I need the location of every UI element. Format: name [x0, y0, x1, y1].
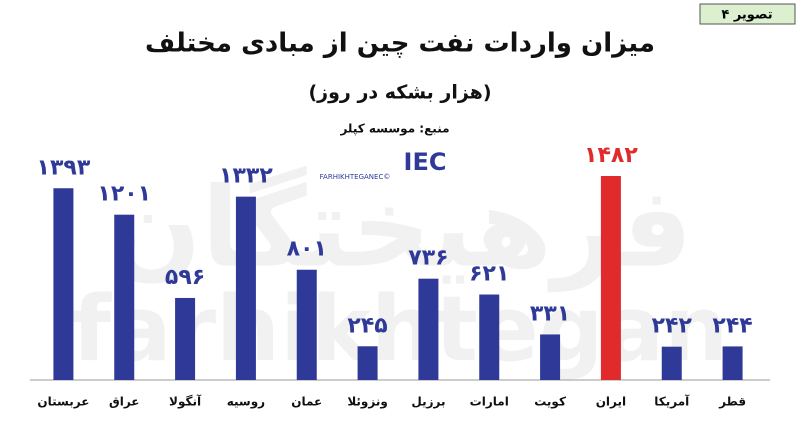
value-label: ۷۳۶ [408, 246, 448, 271]
bar [114, 214, 135, 380]
x-tick-label: روسیه [227, 395, 265, 410]
x-tick-label: آمریکا [654, 394, 690, 409]
value-label: ۱۳۹۳ [37, 155, 91, 180]
x-tick-label: عربستان [37, 395, 89, 409]
bar [722, 346, 743, 380]
source: منبع: موسسه کپلر [339, 122, 449, 137]
value-label: ۳۳۱ [530, 301, 570, 326]
value-label: ۶۲۱ [469, 262, 509, 287]
value-label: ۵۹۶ [165, 265, 205, 290]
x-tick-label: ایران [596, 395, 626, 409]
bar [357, 346, 378, 380]
value-label: ۲۴۵ [347, 313, 387, 338]
bar [296, 269, 317, 380]
x-tick-label: قطر [718, 395, 746, 409]
x-tick-label: کویت [534, 395, 566, 410]
bar [235, 196, 256, 380]
bar [418, 278, 439, 380]
bar [53, 188, 74, 380]
tag: تصویر ۴ [721, 8, 772, 23]
bar [661, 346, 682, 380]
value-label: ۱۳۳۲ [219, 164, 273, 189]
tag-box [699, 3, 796, 25]
site: FARHIKHTEGANEC© [320, 173, 391, 181]
logo: IEC [404, 148, 447, 176]
watermark: فرهیختگان [108, 163, 693, 292]
watermark: farhikhtegan [72, 277, 728, 382]
x-tick-label: عراق [109, 395, 140, 409]
value-label: ۲۴۲ [652, 314, 693, 339]
value-label: ۱۴۸۲ [584, 143, 638, 168]
value-label: ۸۰۱ [287, 237, 327, 262]
x-tick-label: آنگولا [169, 394, 202, 410]
value-label: ۱۲۰۱ [97, 182, 151, 207]
chart-title: میزان واردات نفت چین از مبادی مختلف [145, 29, 655, 59]
x-tick-label: برزیل [411, 395, 445, 409]
chart-subtitle: (هزار بشکه در روز) [308, 82, 491, 104]
x-tick-label: امارات [470, 395, 509, 409]
bar [600, 176, 621, 380]
bar [540, 334, 561, 380]
x-tick-label: عمان [291, 395, 322, 409]
x-tick-label: ونزوئلا [347, 395, 388, 410]
bar [479, 294, 500, 380]
bar [175, 297, 196, 380]
value-label: ۲۴۴ [712, 313, 752, 338]
